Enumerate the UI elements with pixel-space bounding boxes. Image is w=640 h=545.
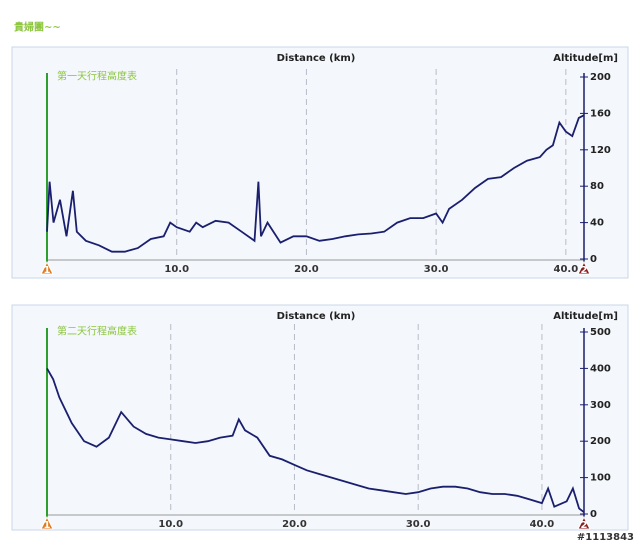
y-tick-label: 120	[590, 145, 611, 156]
y-axis-label: Altitude[m]	[553, 53, 618, 64]
start-marker-label: 1	[44, 265, 51, 276]
end-marker	[577, 515, 591, 530]
y-tick-label: 400	[590, 363, 611, 374]
x-axis-label: Distance (km)	[277, 311, 356, 322]
x-tick-label: 20.0	[282, 519, 307, 530]
end-marker-label: 2	[581, 520, 588, 531]
y-tick-label: 40	[590, 218, 604, 229]
end-marker	[577, 260, 591, 275]
watermark: #1113843	[577, 532, 634, 543]
profile-line	[46, 367, 585, 513]
y-tick-label: 200	[590, 436, 611, 447]
x-tick-label: 40.0	[530, 519, 555, 530]
y-tick-label: 500	[590, 327, 611, 338]
y-tick-label: 100	[590, 473, 611, 484]
start-marker-label: 1	[44, 520, 51, 531]
x-tick-label: 30.0	[424, 264, 449, 275]
profile-line	[46, 114, 585, 253]
y-tick-label: 0	[590, 254, 597, 265]
x-tick-label: 10.0	[164, 264, 189, 275]
y-tick-label: 300	[590, 400, 611, 411]
x-tick-label: 40.0	[553, 264, 578, 275]
x-tick-label: 30.0	[406, 519, 431, 530]
start-marker	[40, 515, 54, 530]
end-marker-label: 2	[581, 265, 588, 276]
y-tick-label: 160	[590, 108, 611, 119]
chart-title: 第二天行程高度表	[57, 325, 137, 338]
x-tick-label: 20.0	[294, 264, 319, 275]
chart-title: 第一天行程高度表	[57, 70, 137, 83]
y-tick-label: 80	[590, 181, 604, 192]
y-tick-label: 200	[590, 72, 611, 83]
start-marker	[40, 260, 54, 275]
y-tick-label: 0	[590, 509, 597, 520]
x-axis-label: Distance (km)	[277, 53, 356, 64]
page-title: 貴婦團~~	[14, 21, 61, 34]
y-axis-label: Altitude[m]	[553, 311, 618, 322]
panel	[11, 304, 629, 531]
x-tick-label: 10.0	[158, 519, 183, 530]
